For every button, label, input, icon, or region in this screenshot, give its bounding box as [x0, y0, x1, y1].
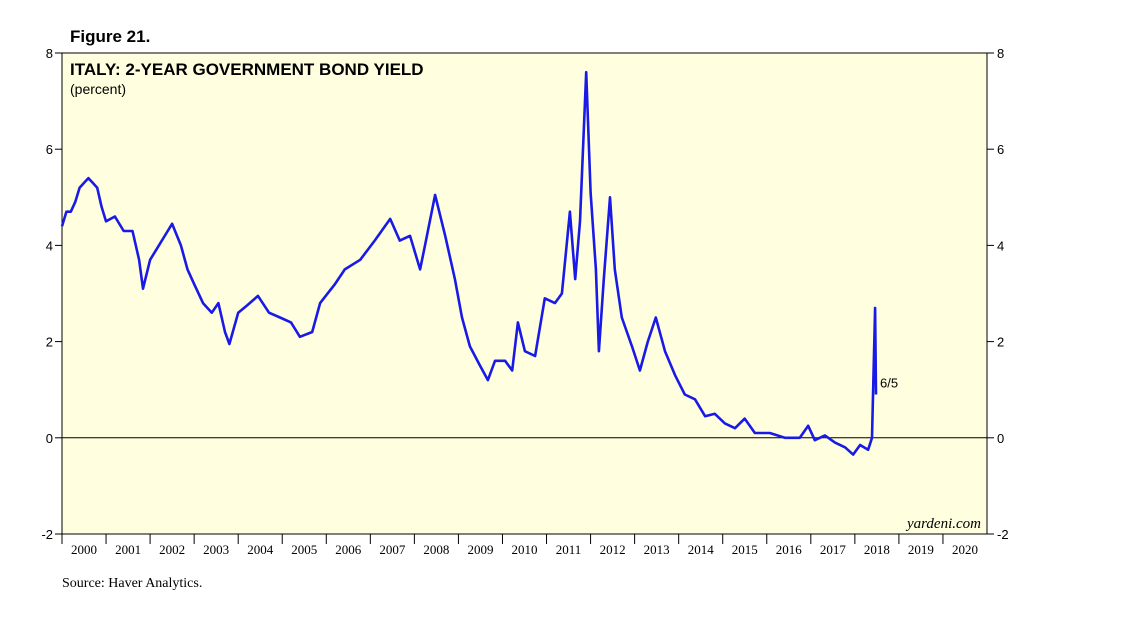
y2-tick-label: -2	[997, 527, 1009, 542]
x-tick-label: 2010	[512, 542, 538, 557]
x-tick-label: 2004	[247, 542, 274, 557]
y-tick-label: 0	[46, 431, 53, 446]
y2-tick-label: 2	[997, 335, 1004, 350]
y2-tick-label: 0	[997, 431, 1004, 446]
annotation: 6/5	[880, 375, 898, 390]
x-tick-label: 2012	[600, 542, 626, 557]
x-tick-label: 2019	[908, 542, 934, 557]
chart-title: ITALY: 2-YEAR GOVERNMENT BOND YIELD	[70, 60, 424, 79]
x-tick-label: 2011	[556, 542, 582, 557]
y-tick-label: -2	[41, 527, 53, 542]
x-tick-label: 2008	[423, 542, 449, 557]
y-tick-label: 6	[46, 142, 53, 157]
x-tick-label: 2005	[291, 542, 317, 557]
y-tick-label: 2	[46, 335, 53, 350]
y2-tick-label: 6	[997, 142, 1004, 157]
x-tick-label: 2007	[379, 542, 406, 557]
source: Source: Haver Analytics.	[62, 576, 202, 591]
x-tick-label: 2015	[732, 542, 758, 557]
x-tick-label: 2014	[688, 542, 715, 557]
x-tick-label: 2020	[952, 542, 978, 557]
y2-tick-label: 8	[997, 46, 1004, 61]
watermark: yardeni.com	[905, 516, 981, 532]
x-tick-label: 2017	[820, 542, 847, 557]
x-tick-label: 2009	[467, 542, 493, 557]
x-tick-label: 2000	[71, 542, 97, 557]
x-tick-label: 2003	[203, 542, 229, 557]
y-tick-label: 4	[46, 238, 53, 253]
x-tick-label: 2013	[644, 542, 670, 557]
series-line	[60, 70, 878, 456]
subtitle: (percent)	[70, 81, 126, 97]
x-tick-label: 2018	[864, 542, 890, 557]
x-tick-label: 2002	[159, 542, 185, 557]
x-tick-label: 2006	[335, 542, 362, 557]
figure-label: Figure 21.	[70, 27, 150, 46]
y-tick-label: 8	[46, 46, 53, 61]
x-tick-label: 2016	[776, 542, 803, 557]
x-tick-label: 2001	[115, 542, 141, 557]
y2-tick-label: 4	[997, 238, 1004, 253]
plot-area	[61, 52, 988, 535]
